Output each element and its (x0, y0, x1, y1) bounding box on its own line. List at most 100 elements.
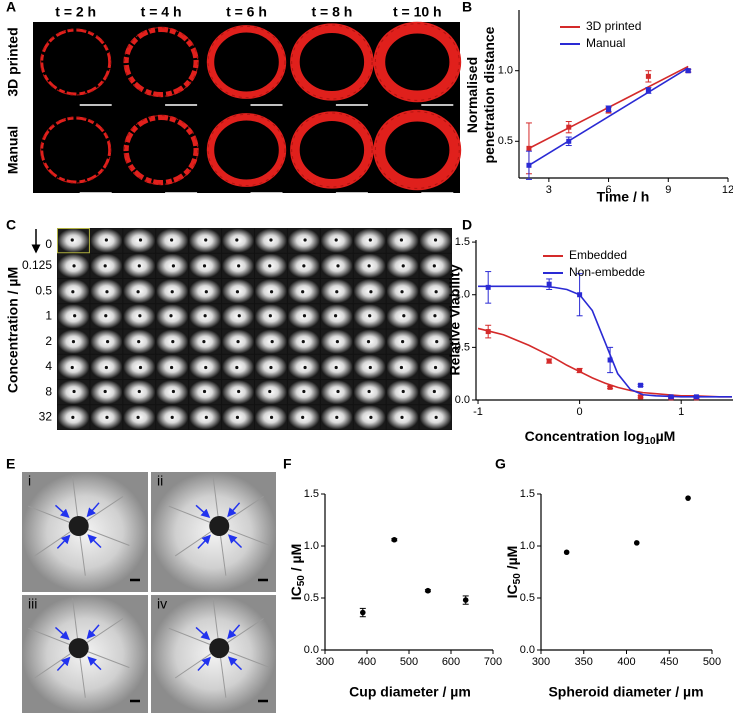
arrow (227, 624, 241, 640)
spheroid (237, 389, 241, 394)
spheroid (269, 238, 273, 242)
spheroid (268, 314, 272, 318)
spheroid (399, 238, 404, 242)
point (462, 597, 469, 603)
point (645, 87, 651, 93)
arrow (56, 534, 71, 549)
spheroid (269, 365, 273, 370)
arrow (87, 656, 102, 671)
label-part: IC (504, 584, 520, 598)
spheroid (202, 264, 207, 268)
legend-label: Manual (586, 36, 625, 50)
point (360, 609, 366, 616)
x-tick-label: 500 (400, 656, 418, 668)
spheroid-ring (206, 113, 287, 187)
spheroid (209, 516, 230, 536)
y-tick-label: 1.5 (520, 488, 535, 500)
row-label: 1 (45, 309, 52, 323)
spheroid (368, 365, 372, 370)
spheroid (268, 264, 272, 268)
x-tick-label: 1 (678, 406, 684, 418)
point (425, 587, 431, 594)
column-header: t = 10 h (393, 4, 442, 20)
spheroid (137, 340, 141, 344)
spheroid-ring (373, 21, 462, 103)
spheroid (269, 290, 274, 294)
spheroid-ring (123, 114, 199, 186)
spheroid (105, 340, 110, 344)
panel-a-image (33, 22, 460, 193)
arrow (54, 626, 70, 641)
x-tick-label: 12 (722, 184, 733, 196)
spheroid (367, 389, 371, 394)
spheroid (137, 389, 141, 394)
y-tick-label: 1.5 (455, 236, 470, 248)
axis-label: IC50 /µM (504, 546, 523, 599)
legend-label: Non-embedde (569, 265, 645, 279)
label-part: /µM (504, 546, 520, 574)
spheroid-ring-texture (40, 28, 112, 96)
spheroid-ring (373, 109, 462, 191)
spheroid (204, 238, 208, 242)
spheroid (203, 314, 207, 318)
spheroid (435, 340, 439, 344)
spheroid (68, 516, 89, 536)
spheroid-ring-texture (123, 115, 199, 185)
spheroid (302, 314, 307, 318)
spheroid (170, 365, 174, 370)
spheroid (432, 264, 436, 268)
arrow (195, 626, 211, 641)
spheroid (171, 340, 175, 344)
spheroid (136, 290, 140, 294)
point (685, 68, 691, 74)
spheroid (369, 415, 373, 419)
y-tick-label: 1.0 (520, 540, 535, 552)
spheroid (302, 389, 306, 394)
spheroid-ring (290, 111, 374, 189)
spheroid-ring-texture (291, 24, 373, 100)
legend-label: 3D printed (586, 19, 641, 33)
point (485, 329, 491, 335)
spheroid (237, 264, 241, 268)
axis-label: IC50 / µM (288, 544, 307, 601)
spheroid (400, 415, 404, 419)
y-tick-label: 0.0 (455, 394, 470, 406)
spheroid (105, 415, 109, 419)
spheroid (270, 340, 274, 344)
y-tick-label: 0.5 (520, 592, 535, 604)
point (566, 138, 572, 144)
spheroid (70, 238, 74, 242)
row-label: 32 (39, 410, 53, 424)
arrow (197, 656, 211, 671)
x-tick-label: 0 (577, 406, 583, 418)
image-label: iii (28, 596, 37, 612)
spheroid (269, 415, 274, 419)
spheroid (71, 290, 75, 294)
fit-line (478, 285, 732, 398)
spheroid (399, 365, 404, 370)
spheroid (237, 314, 241, 318)
panel-c-image (57, 228, 452, 430)
spheroid-ring (206, 25, 287, 99)
spheroid (366, 340, 371, 344)
x-tick-label: 300 (532, 656, 550, 668)
spheroid (333, 314, 338, 318)
point (606, 106, 612, 112)
x-tick-label: 3 (546, 184, 552, 196)
x-tick-label: 700 (484, 656, 502, 668)
spheroid (104, 365, 108, 370)
row-label: Manual (5, 126, 21, 174)
spheroid (105, 290, 109, 294)
spheroid (401, 389, 405, 394)
point (526, 145, 532, 151)
label-part: 50 (512, 573, 523, 585)
panel-letter: F (283, 456, 292, 472)
image-label: ii (157, 473, 163, 489)
row-label: 0 (45, 237, 52, 251)
y-tick-label: 1.0 (455, 289, 470, 301)
spheroid-ring (40, 116, 112, 184)
spheroid (303, 238, 307, 242)
y-tick-label: 0.5 (498, 135, 513, 147)
spheroid (369, 290, 373, 294)
spheroid (72, 264, 76, 268)
